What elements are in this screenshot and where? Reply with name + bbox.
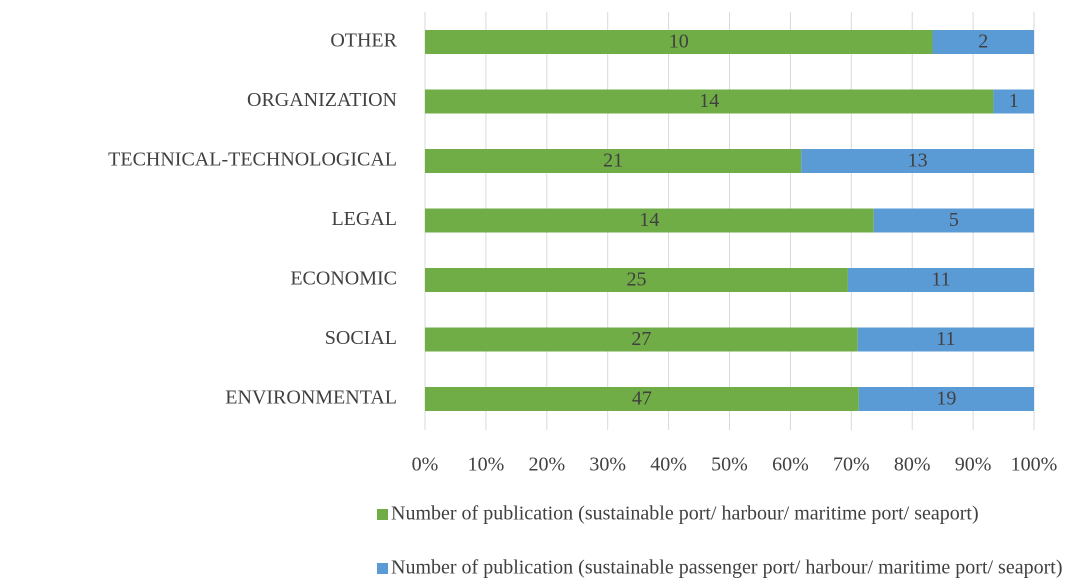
data-label: 19 [936,388,956,410]
y-tick-label: TECHNICAL-TECHNOLOGICAL [108,149,397,171]
x-tick-label: 40% [650,454,687,476]
data-label: 14 [639,209,659,231]
bar-segment [425,89,994,114]
legend-swatch [377,563,388,574]
x-tick-label: 70% [833,454,870,476]
bar-segment [932,30,1034,54]
x-tick-label: 30% [589,454,626,476]
x-tick-label: 20% [528,454,565,476]
y-tick-label: ORGANIZATION [247,89,397,111]
x-tick-label: 80% [894,454,931,476]
bar-segment [425,387,859,411]
data-label: 2 [978,31,988,53]
bar-segment [858,387,1034,411]
data-label: 10 [669,31,689,53]
data-label: 25 [626,269,646,291]
x-tick-label: 60% [772,454,809,476]
x-tick-label: 100% [1011,454,1058,476]
y-tick-label: ECONOMIC [290,268,397,290]
bar-segment [425,30,933,54]
legend-label: Number of publication (sustainable port/… [391,503,979,525]
y-tick-label: OTHER [330,30,397,52]
y-tick-label: SOCIAL [325,327,397,349]
y-tick-label: LEGAL [331,208,397,230]
x-tick-label: 50% [711,454,748,476]
legend-swatch [377,509,388,520]
data-label: 27 [631,328,651,350]
bar-segment [425,208,874,233]
y-tick-label: ENVIRONMENTAL [225,387,397,409]
bar-segment [993,89,1034,114]
x-tick-label: 90% [955,454,992,476]
bar-segment [425,327,858,352]
data-label: 5 [949,209,959,231]
bar-segment [425,149,802,173]
bar-segment [425,268,848,292]
data-label: 14 [699,90,719,112]
data-label: 1 [1009,90,1019,112]
data-label: 21 [603,150,623,172]
x-tick-label: 10% [468,454,505,476]
legend-label: Number of publication (sustainable passe… [391,557,1062,579]
bar-segment [857,327,1034,352]
x-tick-label: 0% [412,454,439,476]
data-label: 11 [931,269,950,291]
bar-segment [873,208,1034,233]
data-label: 11 [936,328,955,350]
bar-segment [847,268,1034,292]
bar-segment [801,149,1034,173]
data-label: 47 [632,388,652,410]
data-label: 13 [908,150,928,172]
